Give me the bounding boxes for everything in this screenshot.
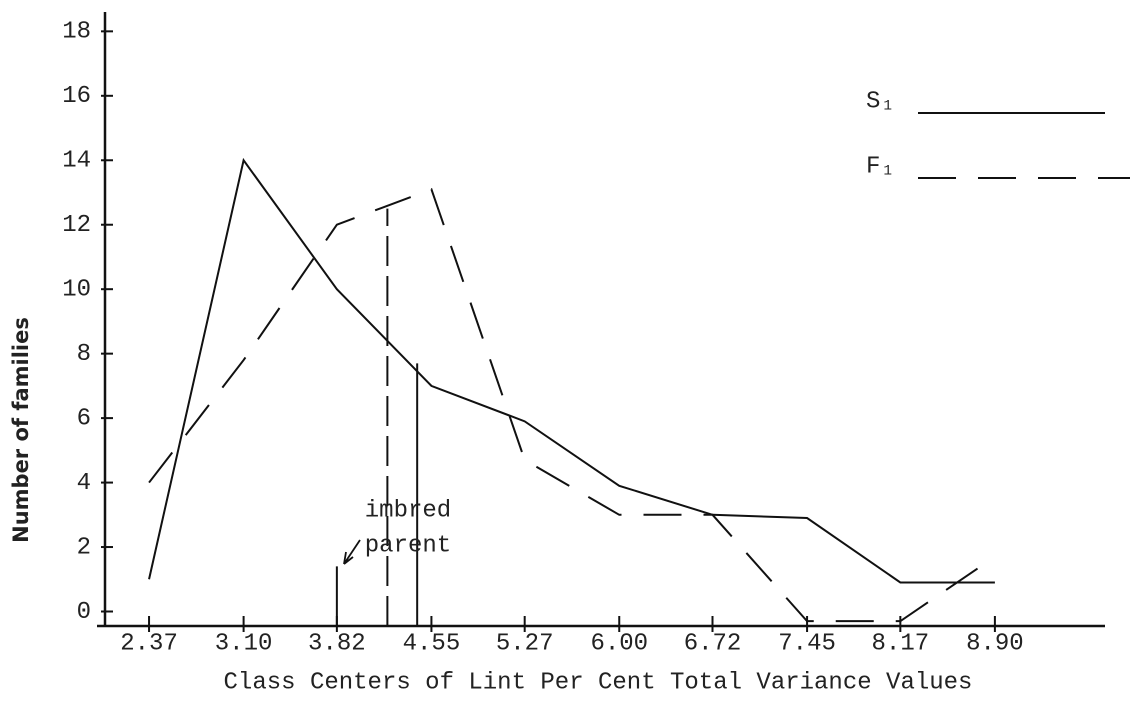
y-tick-label: 0	[77, 599, 91, 626]
y-tick-label: 8	[77, 341, 91, 368]
legend-label: F₁	[866, 153, 895, 180]
x-tick-label: 3.10	[215, 630, 273, 657]
series-line	[148, 187, 996, 623]
annotation: parent	[365, 532, 451, 559]
series-line	[148, 157, 995, 584]
y-axis-label: Number of families	[9, 317, 33, 543]
y-tick-label: 14	[62, 148, 91, 175]
y-tick-label: 12	[62, 212, 91, 239]
y-tick-label: 10	[62, 277, 91, 304]
annotation-arrow	[343, 539, 361, 565]
x-tick-label: 6.00	[590, 630, 648, 657]
x-tick-label: 2.37	[120, 630, 178, 657]
annotation: imbred	[365, 497, 451, 524]
x-tick-label: 7.45	[778, 630, 836, 657]
x-tick-label: 8.17	[872, 630, 930, 657]
legend-label: S₁	[866, 88, 895, 115]
x-axis-label: Class Centers of Lint Per Cent Total Var…	[224, 669, 973, 696]
x-tick-label: 4.55	[403, 630, 461, 657]
y-tick-label: 2	[77, 534, 91, 561]
y-tick-label: 18	[62, 19, 91, 46]
x-tick-label: 5.27	[496, 630, 554, 657]
y-tick-label: 6	[77, 405, 91, 432]
y-tick-label: 4	[77, 470, 91, 497]
x-tick-label: 8.90	[966, 630, 1024, 657]
y-tick-label: 16	[62, 83, 91, 110]
x-tick-label: 3.82	[308, 630, 366, 657]
x-tick-label: 6.72	[684, 630, 742, 657]
